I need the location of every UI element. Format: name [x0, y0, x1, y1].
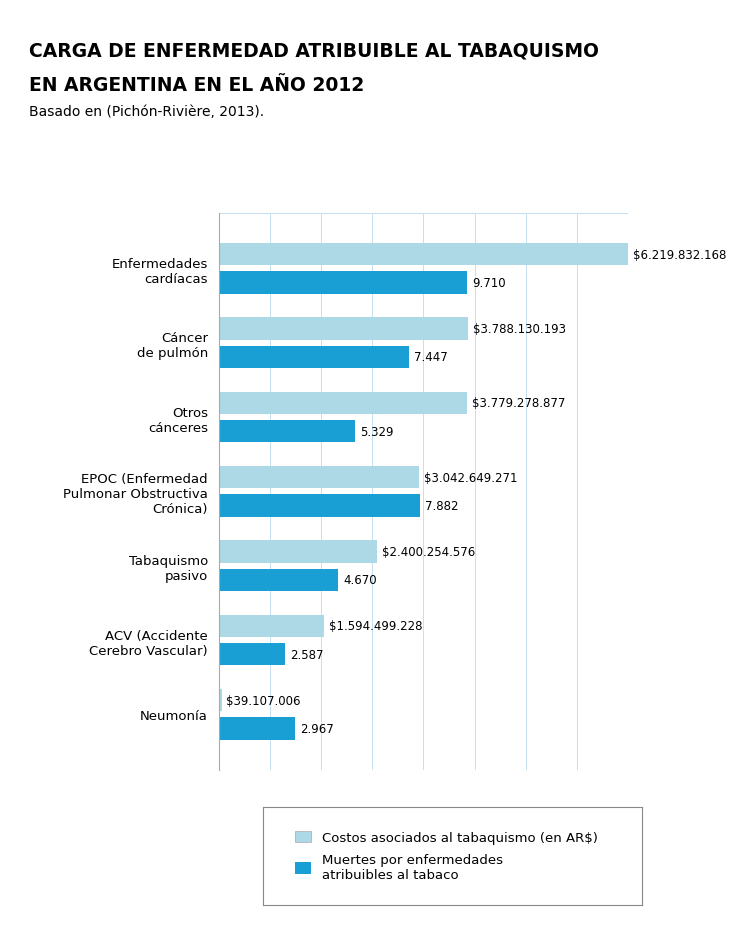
Text: $39.107.006: $39.107.006 [226, 694, 301, 707]
Text: 7.882: 7.882 [426, 499, 458, 512]
Bar [219, 346, 410, 368]
Bar [219, 569, 338, 591]
Text: EN ARGENTINA EN EL AÑO 2012: EN ARGENTINA EN EL AÑO 2012 [29, 76, 364, 95]
Text: Basado en (Pichón-Rivière, 2013).: Basado en (Pichón-Rivière, 2013). [29, 105, 264, 119]
Bar [219, 495, 420, 517]
Text: $2.400.254.576: $2.400.254.576 [382, 546, 475, 559]
Text: 5.329: 5.329 [360, 425, 393, 438]
Text: 2.587: 2.587 [290, 648, 323, 661]
Bar [219, 643, 285, 665]
Text: 4.670: 4.670 [343, 574, 377, 586]
Legend: Costos asociados al tabaquismo (en AR$), Muertes por enfermedades
atribuibles al: Costos asociados al tabaquismo (en AR$),… [285, 820, 608, 892]
Bar [219, 420, 356, 443]
Bar [219, 717, 295, 740]
Text: 9.710: 9.710 [472, 277, 506, 290]
Bar [219, 244, 628, 266]
Text: CARGA DE ENFERMEDAD ATRIBUIBLE AL TABAQUISMO: CARGA DE ENFERMEDAD ATRIBUIBLE AL TABAQU… [29, 42, 599, 60]
Bar [219, 318, 468, 341]
Bar [219, 272, 467, 294]
Text: $3.042.649.271: $3.042.649.271 [424, 471, 518, 484]
Text: 2.967: 2.967 [300, 722, 334, 735]
Text: $3.788.130.193: $3.788.130.193 [473, 323, 566, 336]
Text: $1.594.499.228: $1.594.499.228 [328, 620, 422, 633]
Bar [219, 541, 377, 563]
Bar [219, 467, 419, 489]
Bar [219, 615, 324, 638]
Text: $6.219.832.168: $6.219.832.168 [633, 249, 726, 262]
Text: 7.447: 7.447 [414, 351, 448, 364]
Bar [219, 393, 467, 415]
Bar [219, 690, 222, 712]
Text: $3.779.278.877: $3.779.278.877 [472, 397, 566, 410]
